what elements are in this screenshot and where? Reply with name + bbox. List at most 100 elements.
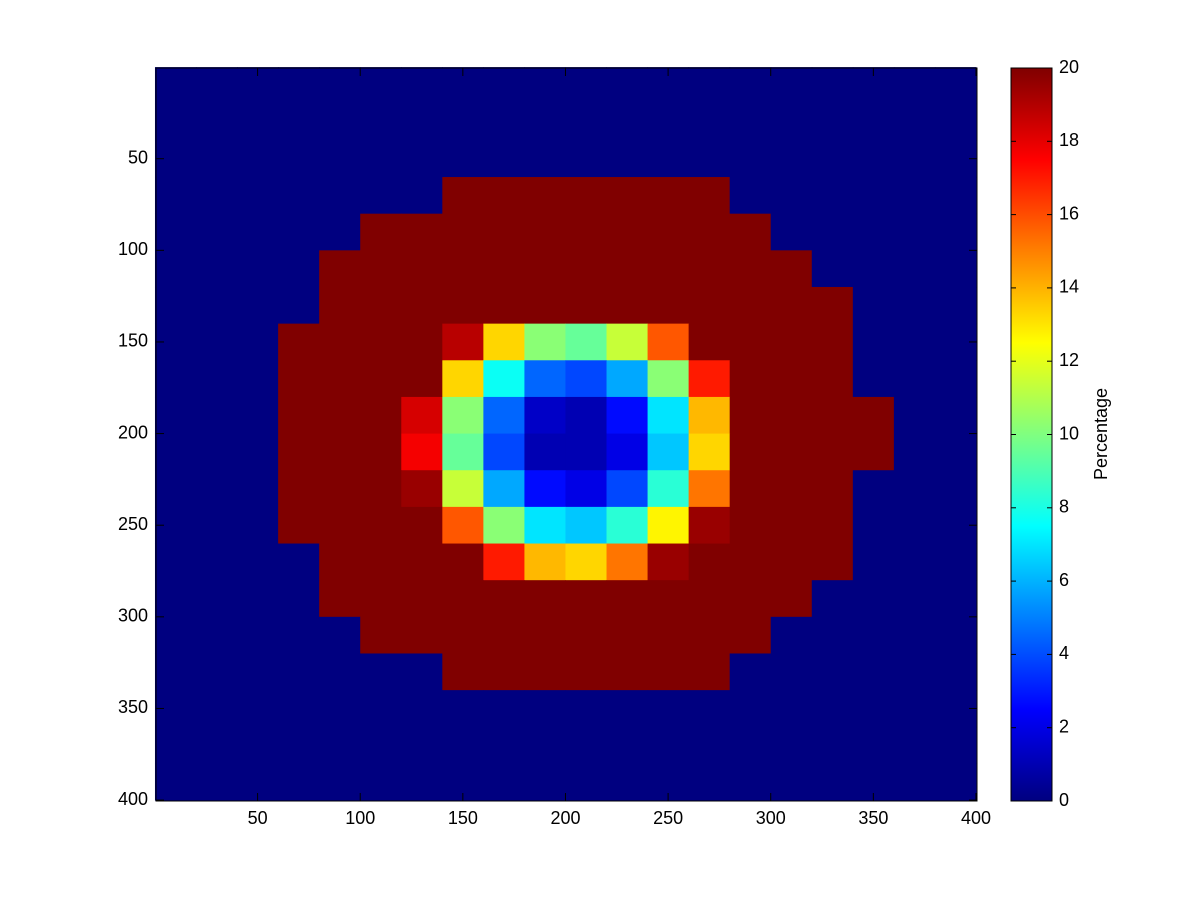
heatmap-cell <box>565 177 608 215</box>
heatmap-cell <box>524 690 566 728</box>
heatmap-cell <box>811 396 854 435</box>
heatmap-cell <box>565 506 608 545</box>
x-tick-label: 50 <box>248 808 268 828</box>
heatmap-cell <box>319 213 361 251</box>
heatmap-cell <box>565 360 608 398</box>
heatmap-cell <box>237 140 279 178</box>
heatmap-cell <box>647 690 690 728</box>
heatmap-cell <box>565 213 608 251</box>
heatmap-cell <box>483 396 525 435</box>
heatmap-cell <box>770 616 813 654</box>
heatmap-cell <box>483 286 525 325</box>
heatmap-cell <box>278 103 320 141</box>
heatmap-cell <box>934 396 977 435</box>
heatmap-cell <box>647 616 690 654</box>
heatmap-cell <box>524 763 566 801</box>
heatmap-cell <box>442 690 484 728</box>
colorbar-tick-label: 4 <box>1059 643 1069 663</box>
heatmap-cell <box>934 213 977 251</box>
heatmap-cell <box>442 580 484 618</box>
heatmap-cell <box>319 690 361 728</box>
heatmap-cell <box>196 323 238 361</box>
heatmap-cell <box>237 360 279 398</box>
heatmap-cell <box>483 726 525 764</box>
heatmap-cell <box>893 653 936 691</box>
heatmap-cell <box>278 580 320 618</box>
heatmap-cell <box>688 67 731 105</box>
heatmap-cell <box>934 763 977 801</box>
heatmap-cell <box>934 726 977 764</box>
heatmap-cell <box>401 690 443 728</box>
heatmap-cell <box>237 543 279 581</box>
heatmap-cell <box>401 653 443 691</box>
heatmap-cell <box>401 470 443 508</box>
heatmap-cell <box>483 653 525 691</box>
heatmap-cell <box>606 726 649 764</box>
heatmap-cell <box>278 763 320 801</box>
heatmap-cell <box>565 286 608 325</box>
heatmap-cell <box>319 506 361 545</box>
heatmap-cell <box>565 323 608 361</box>
heatmap-cell <box>524 616 566 654</box>
heatmap-cell <box>442 286 484 325</box>
heatmap-cell <box>483 103 525 141</box>
heatmap-cell <box>811 543 854 581</box>
heatmap-cell <box>524 543 566 581</box>
heatmap-cell <box>729 213 772 251</box>
heatmap-cell <box>401 726 443 764</box>
heatmap-cell <box>154 286 197 325</box>
heatmap-cell <box>483 323 525 361</box>
heatmap-cell <box>852 250 895 288</box>
y-tick-label: 250 <box>118 514 148 534</box>
heatmap-cell <box>401 763 443 801</box>
heatmap-cell <box>154 177 197 215</box>
heatmap-cell <box>729 580 772 618</box>
heatmap-cell <box>319 177 361 215</box>
heatmap-cell <box>811 140 854 178</box>
heatmap-cell <box>237 506 279 545</box>
heatmap-cell <box>483 177 525 215</box>
heatmap-cell <box>278 323 320 361</box>
heatmap-cell <box>401 580 443 618</box>
heatmap-cell <box>770 323 813 361</box>
heatmap-cell <box>483 470 525 508</box>
heatmap-cell <box>852 396 895 435</box>
heatmap-cell <box>154 360 197 398</box>
heatmap-cell <box>893 470 936 508</box>
heatmap-cell <box>852 103 895 141</box>
heatmap-cell <box>401 506 443 545</box>
heatmap-cell <box>606 690 649 728</box>
heatmap-cell <box>893 726 936 764</box>
heatmap-cell <box>606 653 649 691</box>
heatmap-cell <box>278 213 320 251</box>
heatmap-cell <box>524 286 566 325</box>
heatmap-cell <box>278 140 320 178</box>
heatmap-cell <box>811 726 854 764</box>
heatmap-cell <box>770 506 813 545</box>
heatmap-cell <box>237 250 279 288</box>
heatmap-cell <box>319 286 361 325</box>
colorbar-tick-label: 2 <box>1059 716 1069 736</box>
heatmap-cell <box>565 653 608 691</box>
heatmap-cell <box>811 580 854 618</box>
heatmap-cell <box>524 580 566 618</box>
heatmap-cell <box>811 506 854 545</box>
heatmap-cell <box>524 506 566 545</box>
heatmap-cell <box>483 67 525 105</box>
heatmap-cell <box>237 213 279 251</box>
heatmap-cell <box>811 250 854 288</box>
heatmap-cell <box>811 763 854 801</box>
x-tick-label: 200 <box>550 808 580 828</box>
heatmap-cell <box>852 506 895 545</box>
heatmap-cell <box>688 653 731 691</box>
heatmap-cell <box>729 616 772 654</box>
heatmap-cell <box>524 177 566 215</box>
heatmap-cell <box>770 580 813 618</box>
heatmap-cell <box>196 506 238 545</box>
heatmap-cell <box>401 323 443 361</box>
heatmap-cell <box>893 250 936 288</box>
heatmap-cell <box>524 250 566 288</box>
heatmap-cell <box>319 360 361 398</box>
heatmap-cell <box>893 690 936 728</box>
heatmap-cell <box>688 580 731 618</box>
